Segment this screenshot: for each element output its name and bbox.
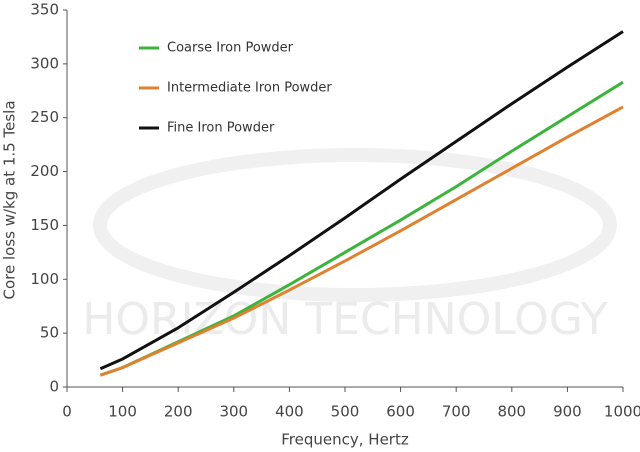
x-tick-label: 700: [442, 403, 471, 421]
y-axis-label: Core loss w/kg at 1.5 Tesla: [1, 100, 19, 299]
y-tick-label: 200: [30, 162, 59, 180]
x-tick-label: 400: [275, 403, 304, 421]
x-tick-label: 100: [108, 403, 137, 421]
x-tick-label: 600: [386, 403, 415, 421]
y-tick-label: 350: [30, 1, 59, 19]
x-tick-label: 200: [164, 403, 193, 421]
y-tick-label: 300: [30, 54, 59, 72]
y-tick-label: 0: [49, 378, 59, 396]
watermark-logo: [93, 148, 617, 302]
legend-label: Fine Iron Powder: [167, 121, 275, 136]
x-tick-label: 300: [219, 403, 248, 421]
x-tick-label: 900: [553, 403, 582, 421]
watermark: HORIZON TECHNOLOGY: [82, 294, 607, 345]
y-tick-label: 100: [30, 270, 59, 288]
x-tick-label: 0: [62, 403, 72, 421]
legend-label: Coarse Iron Powder: [167, 41, 294, 56]
y-tick-label: 50: [40, 324, 59, 342]
y-tick-label: 250: [30, 108, 59, 126]
y-tick-label: 150: [30, 216, 59, 234]
x-tick-label: 800: [497, 403, 526, 421]
legend-label: Intermediate Iron Powder: [167, 81, 332, 96]
x-axis-label: Frequency, Hertz: [281, 431, 409, 449]
series-line: [99, 30, 624, 371]
x-tick-label: 500: [331, 403, 360, 421]
series-line: [99, 105, 624, 377]
x-tick-label: 1000: [604, 403, 640, 421]
